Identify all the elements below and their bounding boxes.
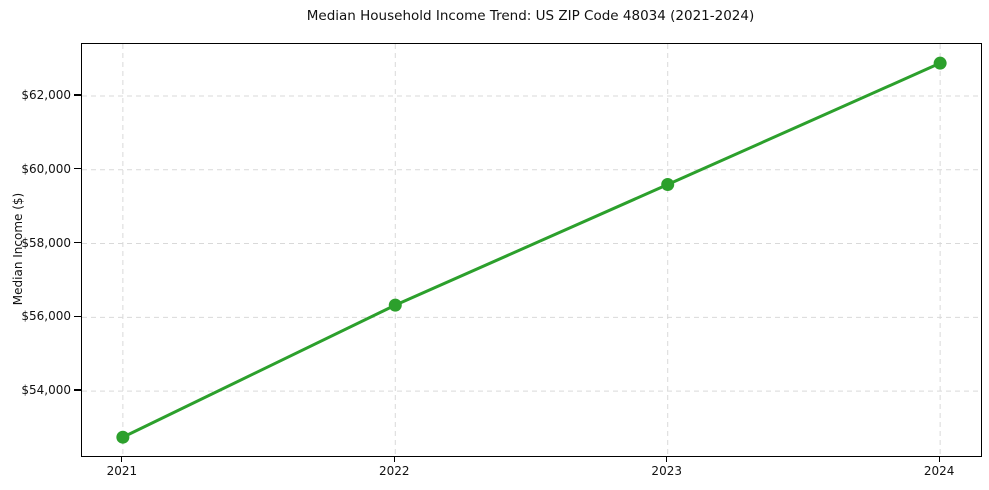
x-tick-mark (666, 456, 668, 462)
data-point-marker (661, 178, 675, 192)
x-tick-label: 2023 (651, 464, 682, 478)
y-tick-mark (74, 241, 81, 244)
y-tick-label: $56,000 (21, 309, 71, 324)
line-chart-canvas (82, 44, 981, 456)
trend-line (121, 61, 942, 439)
chart-title: Median Household Income Trend: US ZIP Co… (306, 8, 755, 24)
x-tick-mark (393, 456, 395, 462)
y-tick-label: $62,000 (21, 88, 71, 102)
data-point-marker (116, 430, 130, 444)
plot-area (81, 43, 982, 457)
x-tick-label: 2022 (379, 464, 410, 478)
data-point-marker (388, 298, 402, 312)
data-point-marker (933, 56, 947, 70)
x-tick-label: 2024 (923, 464, 955, 478)
y-tick-mark (74, 389, 81, 391)
y-tick-label: $54,000 (21, 383, 71, 398)
x-tick-label: 2021 (106, 464, 138, 478)
y-tick-mark (74, 94, 81, 96)
x-tick-mark (121, 456, 123, 462)
x-tick-mark (938, 456, 940, 462)
y-tick-label: $58,000 (21, 235, 71, 250)
y-tick-mark (74, 315, 81, 317)
y-tick-mark (74, 168, 81, 170)
y-tick-label: $60,000 (21, 161, 71, 176)
